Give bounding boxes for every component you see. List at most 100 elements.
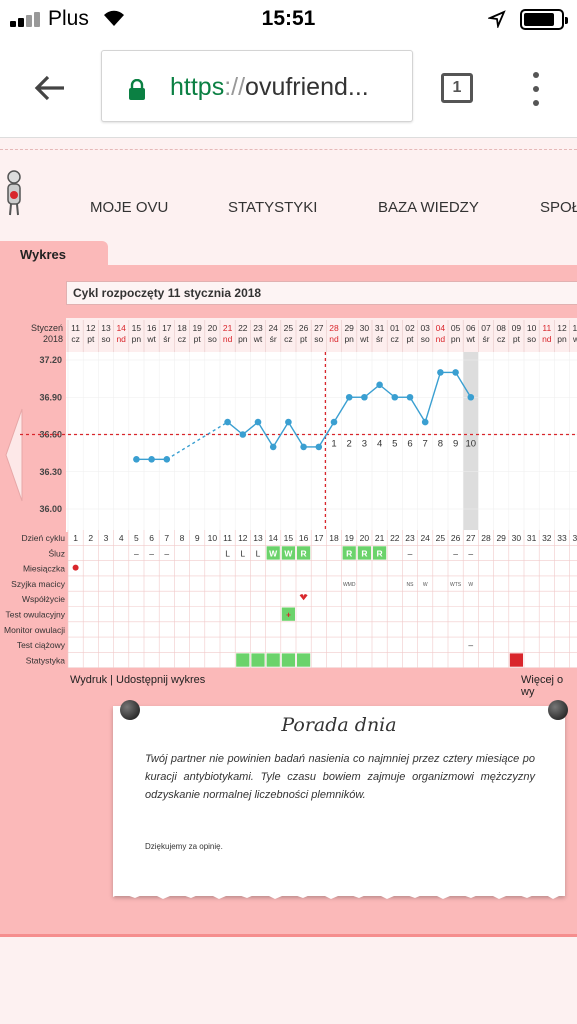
luteal-day-label: 2 (347, 439, 352, 450)
mucus-value: R (346, 548, 352, 558)
cycle-day-number: 8 (180, 533, 185, 543)
date-day: 23 (253, 323, 263, 333)
date-day: 31 (375, 323, 385, 333)
temperature-point (239, 431, 247, 438)
mucus-fertile-cell (342, 546, 356, 560)
cycle-day-number: 5 (134, 533, 139, 543)
mascot-logo-icon[interactable] (2, 169, 26, 217)
cervix-value: WMD (343, 582, 356, 588)
temperature-line-segment (318, 421, 335, 448)
date-day: 20 (208, 323, 218, 333)
temperature-point (452, 369, 459, 376)
nav-statystyki[interactable]: STATYSTYKI (228, 199, 318, 216)
cycle-day-number: 15 (284, 533, 294, 543)
date-day: 08 (496, 323, 506, 333)
browser-toolbar: https://ovufriend... 1 (0, 38, 577, 138)
date-weekday: pt (87, 334, 95, 344)
more-link[interactable]: Więcej o wy (521, 674, 564, 698)
date-weekday: pt (406, 334, 414, 344)
date-day: 07 (481, 323, 491, 333)
date-weekday: so (102, 334, 111, 344)
tab-wykres-label: Wykres (20, 247, 67, 262)
share-chart-link[interactable]: Udostępnij wykres (116, 674, 206, 686)
date-weekday: nd (329, 334, 339, 344)
date-day: 28 (329, 323, 339, 333)
overflow-menu-icon[interactable] (530, 72, 542, 106)
y-tick-label: 36.90 (39, 392, 62, 402)
date-weekday: pn (344, 334, 354, 344)
temperature-point (345, 393, 353, 401)
cycle-day-number: 10 (208, 533, 218, 543)
grid-row-label: Test owulacyjny (5, 610, 65, 620)
luteal-day-label: 9 (453, 439, 458, 450)
wifi-icon (104, 10, 124, 26)
temperature-point (254, 418, 262, 426)
date-day: 05 (451, 323, 461, 333)
cycle-day-number: 16 (299, 533, 309, 543)
nav-moje-ovu[interactable]: MOJE OVU (90, 199, 169, 216)
mucus-value: W (269, 548, 278, 558)
cycle-day-number: 17 (314, 533, 324, 543)
address-bar[interactable]: https://ovufriend... (101, 50, 413, 122)
tip-of-the-day-card: Porada dnia Twój partner nie powinien ba… (113, 706, 565, 896)
torn-paper-edge (113, 887, 565, 899)
grid-row-label: Miesiączka (23, 564, 65, 574)
cycle-day-number: 25 (436, 533, 446, 543)
tabs-count-button[interactable]: 1 (441, 73, 473, 103)
mucus-value: – (164, 548, 169, 558)
date-day: 26 (299, 323, 309, 333)
nav-spolecznosc[interactable]: SPOŁ (540, 199, 577, 216)
date-day: 21 (223, 323, 233, 333)
date-day: 24 (268, 323, 278, 333)
cycle-day-number: 11 (223, 533, 232, 543)
temperature-point (300, 443, 307, 451)
luteal-day-label: 4 (377, 439, 382, 450)
back-arrow-icon[interactable] (30, 68, 70, 108)
temperature-line-segment (409, 396, 426, 423)
prev-cycle-arrow-icon[interactable] (4, 407, 24, 503)
temperature-point (467, 393, 475, 401)
temperature-point (148, 456, 155, 463)
date-weekday: so (314, 334, 323, 344)
page-content: MOJE OVU STATYSTYKI BAZA WIEDZY SPOŁ Wyk… (0, 139, 577, 1024)
temperature-line-segment (272, 421, 289, 448)
mucus-fertile-cell (281, 546, 295, 560)
date-weekday: pn (132, 334, 142, 344)
luteal-day-label: 5 (392, 439, 397, 450)
luteal-day-label: 1 (331, 439, 336, 450)
cycle-day-number: 27 (466, 533, 476, 543)
date-day: 16 (147, 323, 157, 333)
period-stat-cell (509, 653, 523, 667)
cycle-day-number: 28 (481, 533, 491, 543)
tip-text: Twój partner nie powinien badań nasienia… (145, 753, 535, 801)
date-day: 03 (420, 323, 430, 333)
mucus-value: L (256, 548, 261, 558)
date-day: 13 (572, 323, 577, 333)
ovulation-test-positive-cell (281, 607, 295, 621)
luteal-day-label: 8 (438, 439, 443, 450)
date-weekday: pn (557, 334, 567, 344)
cycle-day-number: 13 (253, 533, 263, 543)
cycle-day-number: 30 (512, 533, 522, 543)
fertile-stat-cell (236, 653, 250, 667)
date-day: 17 (162, 323, 172, 333)
carrier-label: Plus (48, 7, 89, 30)
date-day: 13 (101, 323, 111, 333)
luteal-day-label: 7 (423, 439, 428, 450)
mucus-value: – (468, 548, 473, 558)
tab-wykres[interactable]: Wykres (0, 241, 108, 271)
cycle-day-number: 18 (329, 533, 339, 543)
date-weekday: pt (513, 334, 521, 344)
battery-icon (520, 9, 568, 30)
grid-row-label: Współżycie (22, 594, 65, 604)
date-weekday: śr (270, 334, 277, 344)
date-weekday: nd (116, 334, 126, 344)
temperature-point (315, 443, 323, 451)
nav-baza-wiedzy[interactable]: BAZA WIEDZY (378, 199, 479, 216)
date-weekday: cz (391, 334, 400, 344)
print-link[interactable]: Wydruk (70, 674, 108, 686)
luteal-day-label: 6 (407, 439, 412, 450)
lock-icon (129, 79, 145, 100)
cycle-day-number: 31 (527, 533, 537, 543)
date-weekday: wt (572, 334, 577, 344)
